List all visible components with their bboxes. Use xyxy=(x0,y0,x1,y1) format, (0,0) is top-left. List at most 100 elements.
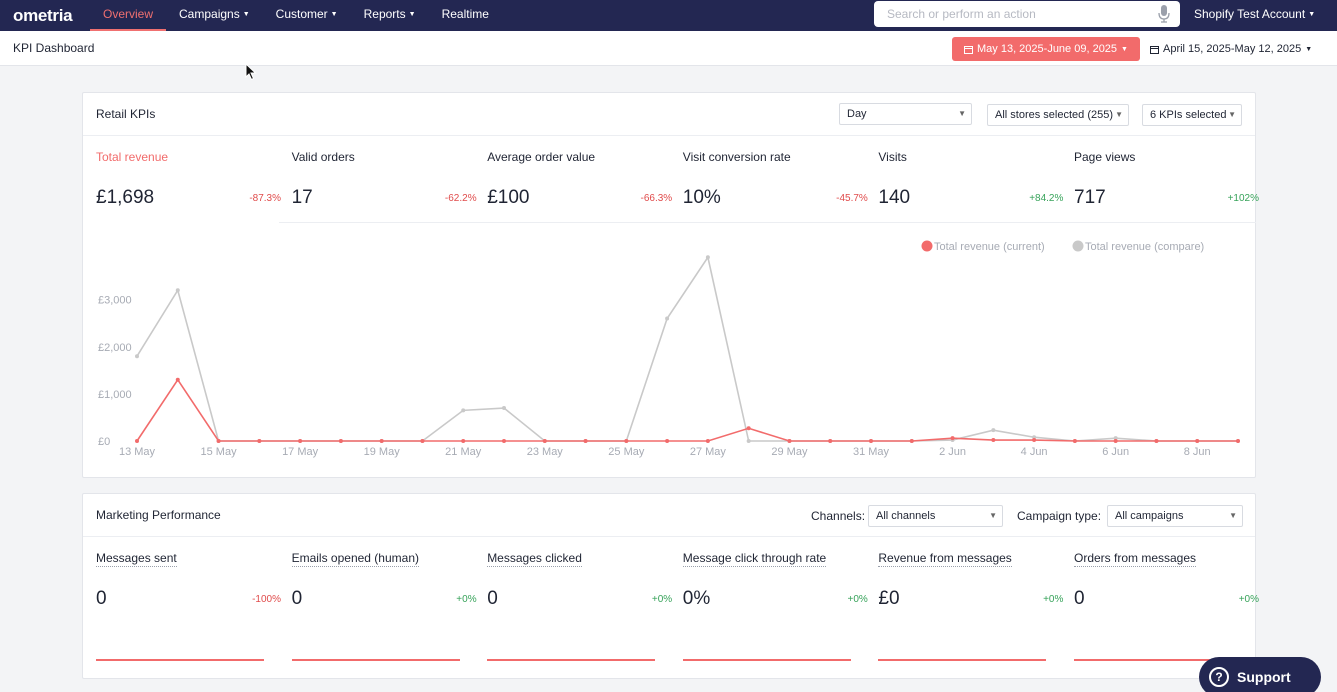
kpi-label: Total revenue xyxy=(96,150,169,164)
support-button[interactable]: ? Support xyxy=(1199,657,1321,692)
marketing-kpi-card[interactable]: Messages sent 0 -100% xyxy=(96,537,281,661)
chevron-down-icon: ▼ xyxy=(330,10,338,18)
kpi-label: Page views xyxy=(1074,150,1136,164)
sub-header: KPI Dashboard May 13, 2025-June 09, 2025… xyxy=(0,31,1337,66)
data-point xyxy=(502,439,506,443)
marketing-kpi-card[interactable]: Messages clicked 0 +0% xyxy=(487,537,673,661)
kpi-sparkline xyxy=(1074,659,1242,661)
data-point xyxy=(828,439,833,443)
legend-label: Total revenue (compare) xyxy=(1085,241,1204,253)
kpi-delta: +0% xyxy=(1043,594,1064,605)
data-point xyxy=(705,255,710,260)
data-point xyxy=(542,439,547,443)
retail-kpi-row: Total revenue £1,698 -87.3% Valid orders 17 -… xyxy=(83,136,1259,223)
kpi-value: 17 xyxy=(291,187,313,208)
marketing-header: Marketing Performance Channels: All chan… xyxy=(83,494,1255,537)
question-icon: ? xyxy=(1209,667,1229,687)
data-point xyxy=(787,439,792,443)
retail-kpi-card[interactable]: Page views 717 +102% xyxy=(1074,136,1259,222)
retail-kpi-card[interactable]: Valid orders 17 -62.2% xyxy=(292,136,477,222)
data-point xyxy=(624,439,629,443)
top-nav: ometria Overview Campaigns ▼ Customer ▼ Repor… xyxy=(0,0,1337,31)
ometria-logo[interactable]: ometria xyxy=(13,5,73,25)
channels-select[interactable]: All channels ▼ xyxy=(868,505,1003,527)
series-line xyxy=(136,255,1238,442)
x-tick-label: 13 May xyxy=(119,446,156,458)
campaign-type-label: Campaign type: xyxy=(1017,509,1102,523)
data-point xyxy=(135,439,139,443)
chevron-down-icon: ▼ xyxy=(408,10,416,18)
kpi-value: 0% xyxy=(682,588,711,609)
nav-item-overview[interactable]: Overview xyxy=(90,0,167,31)
retail-kpi-card[interactable]: Visits 140 +84.2% xyxy=(878,136,1063,222)
nav-item-reports[interactable]: Reports ▼ xyxy=(351,0,429,31)
retail-kpi-card[interactable]: Total revenue £1,698 -87.3% xyxy=(96,136,281,222)
x-tick-label: 21 May xyxy=(445,446,482,458)
data-point xyxy=(950,436,955,441)
kpi-label: Valid orders xyxy=(291,150,355,164)
data-point xyxy=(1195,439,1200,443)
kpi-delta: +102% xyxy=(1227,193,1259,204)
marketing-kpi-card[interactable]: Revenue from messages £0 +0% xyxy=(878,537,1064,661)
kpi-label: Average order value xyxy=(487,150,596,164)
search-box[interactable] xyxy=(874,1,1180,27)
kpi-value: £0 xyxy=(878,588,900,609)
kpi-value: £100 xyxy=(487,187,530,208)
nav-item-label: Campaigns xyxy=(179,7,240,21)
kpi-label: Emails opened (human) xyxy=(291,551,419,567)
kpi-label: Messages sent xyxy=(96,551,177,567)
revenue-line-chart: £0 £1,000 £2,000 £3,000 13 May 15 May 17 May 19… xyxy=(98,240,1240,458)
search-input[interactable] xyxy=(887,7,1157,21)
retail-kpi-card[interactable]: Average order value £100 -66.3% xyxy=(487,136,672,222)
kpi-label: Message click through rate xyxy=(682,551,827,567)
x-tick-label: 4 Jun xyxy=(1021,446,1048,458)
series-line xyxy=(136,378,1238,442)
kpi-label: Orders from messages xyxy=(1074,551,1197,567)
kpi-selector[interactable]: 6 KPIs selected ▼ xyxy=(1142,104,1242,126)
data-point xyxy=(746,426,751,431)
chevron-down-icon: ▼ xyxy=(1305,45,1313,53)
chevron-down-icon: ▼ xyxy=(989,511,997,520)
x-tick-label: 8 Jun xyxy=(1184,446,1211,458)
marketing-kpi-card[interactable]: Emails opened (human) 0 +0% xyxy=(291,537,477,661)
microphone-icon[interactable] xyxy=(1158,5,1170,23)
compare-date-range-label: April 15, 2025-May 12, 2025 xyxy=(1163,43,1302,55)
kpi-value: 10% xyxy=(682,187,721,208)
granularity-select[interactable]: Day ▼ xyxy=(839,103,972,125)
x-tick-label: 6 Jun xyxy=(1102,446,1129,458)
data-point xyxy=(583,439,588,443)
retail-kpis-header: Retail KPIs Day ▼ All stores selected (25… xyxy=(83,93,1255,136)
nav-item-customer[interactable]: Customer ▼ xyxy=(263,0,351,31)
support-label: Support xyxy=(1237,669,1291,685)
marketing-kpi-row: Messages sent 0 -100% Emails opened (human)… xyxy=(83,537,1259,677)
data-point xyxy=(909,439,914,443)
x-tick-label: 2 Jun xyxy=(939,446,966,458)
retail-kpi-card[interactable]: Visit conversion rate 10% -45.7% xyxy=(683,136,868,222)
granularity-value: Day xyxy=(847,108,867,120)
kpi-label: Visits xyxy=(878,150,907,164)
kpi-value: 717 xyxy=(1074,187,1106,208)
x-tick-label: 25 May xyxy=(608,446,645,458)
data-point xyxy=(1113,439,1118,443)
nav-item-campaigns[interactable]: Campaigns ▼ xyxy=(166,0,263,31)
data-point xyxy=(257,439,262,443)
x-tick-label: 19 May xyxy=(364,446,401,458)
compare-date-range-button[interactable]: April 15, 2025-May 12, 2025 ▼ xyxy=(1150,37,1312,61)
kpi-delta: +0% xyxy=(651,594,673,605)
account-menu[interactable]: Shopify Test Account ▼ xyxy=(1194,0,1315,29)
nav-item-realtime[interactable]: Realtime xyxy=(429,0,502,31)
kpi-label: Messages clicked xyxy=(487,551,582,567)
data-point xyxy=(1032,438,1037,443)
stores-select[interactable]: All stores selected (255) ▼ xyxy=(987,104,1129,126)
data-point xyxy=(216,439,221,443)
chevron-down-icon: ▼ xyxy=(958,109,966,118)
current-date-range-button[interactable]: May 13, 2025-June 09, 2025 ▼ xyxy=(952,37,1140,61)
marketing-kpi-card[interactable]: Orders from messages 0 +0% xyxy=(1074,537,1259,661)
data-point xyxy=(1236,439,1240,443)
marketing-kpi-card[interactable]: Message click through rate 0% +0% xyxy=(682,537,868,661)
kpi-value: £1,698 xyxy=(96,187,155,208)
campaign-type-select[interactable]: All campaigns ▼ xyxy=(1107,505,1243,527)
kpi-delta: +0% xyxy=(1238,594,1259,605)
kpi-selector-value: 6 KPIs selected xyxy=(1150,109,1227,121)
x-tick-label: 15 May xyxy=(201,446,238,458)
